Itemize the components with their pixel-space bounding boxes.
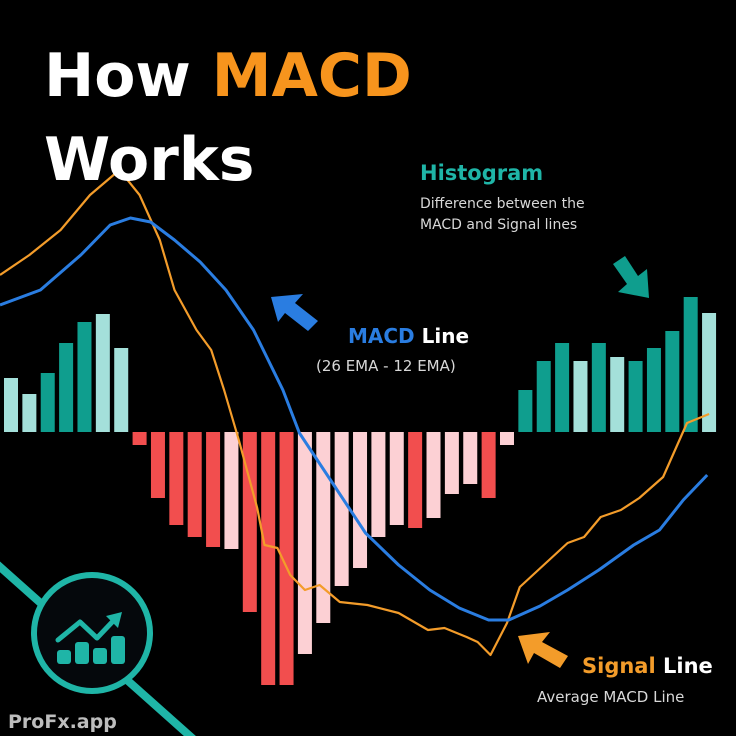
histogram-bar-positive bbox=[683, 297, 698, 432]
histogram-arrow-icon bbox=[613, 256, 649, 298]
growth-chart-icon bbox=[31, 572, 153, 694]
histogram-bar-negative bbox=[132, 432, 147, 445]
histogram-bar-negative bbox=[353, 432, 368, 568]
histogram-bar-negative bbox=[242, 432, 257, 612]
histogram-bar-negative bbox=[279, 432, 294, 685]
histogram-bar-negative bbox=[261, 432, 276, 685]
macd-formula: (26 EMA - 12 EMA) bbox=[316, 357, 456, 375]
title-accent: MACD bbox=[212, 41, 412, 111]
histogram-bar-positive bbox=[59, 343, 74, 432]
macd-line bbox=[0, 216, 709, 622]
histogram-bar-positive bbox=[628, 361, 643, 432]
histogram-bar-negative bbox=[426, 432, 441, 518]
macd-word: MACD bbox=[348, 324, 415, 348]
histogram-bar-negative bbox=[389, 432, 404, 525]
histogram-bar-negative bbox=[150, 432, 165, 498]
histogram-bar-positive bbox=[40, 373, 55, 432]
signal-arrow-icon bbox=[518, 632, 568, 668]
histogram-bar-negative bbox=[187, 432, 202, 537]
macd-arrow-icon bbox=[271, 294, 318, 331]
histogram-bar-negative bbox=[206, 432, 221, 547]
title-line-2: Works bbox=[44, 125, 254, 195]
histogram-bar-negative bbox=[481, 432, 496, 498]
histogram-bar-positive bbox=[22, 394, 37, 432]
histogram-bar-negative bbox=[169, 432, 184, 525]
histogram-bar-negative bbox=[334, 432, 349, 586]
histogram-bar-positive bbox=[114, 348, 129, 432]
histogram-bar-positive bbox=[555, 343, 570, 432]
histogram-bar-negative bbox=[316, 432, 331, 623]
histogram-bar-positive bbox=[646, 348, 661, 432]
histogram-bar-negative bbox=[371, 432, 386, 537]
signal-line-label: Signal Line bbox=[582, 654, 713, 678]
histogram-bars bbox=[4, 297, 717, 685]
histogram-desc-2: MACD and Signal lines bbox=[420, 217, 577, 233]
histogram-bar-positive bbox=[536, 361, 551, 432]
histogram-bar-positive bbox=[665, 331, 680, 432]
histogram-bar-positive bbox=[610, 357, 625, 432]
histogram-bar-negative bbox=[224, 432, 239, 549]
histogram-bar-negative bbox=[408, 432, 423, 528]
line-word: Line bbox=[656, 654, 713, 678]
histogram-bar-positive bbox=[573, 361, 588, 432]
chart-lines bbox=[0, 168, 710, 657]
signal-line bbox=[0, 168, 710, 657]
histogram-label: Histogram bbox=[420, 161, 543, 185]
histogram-bar-negative bbox=[444, 432, 459, 494]
signal-desc: Average MACD Line bbox=[537, 688, 684, 706]
signal-word: Signal bbox=[582, 654, 656, 678]
macd-line-label: MACD Line bbox=[348, 324, 469, 348]
brand-name: ProFx.app bbox=[8, 711, 117, 733]
histogram-bar-positive bbox=[95, 314, 110, 432]
page-title: How MACD bbox=[44, 41, 412, 111]
histogram-desc-1: Difference between the bbox=[420, 196, 585, 212]
histogram-bar-positive bbox=[77, 322, 92, 432]
title-part-1: How bbox=[44, 41, 212, 111]
histogram-bar-negative bbox=[463, 432, 478, 484]
histogram-bar-positive bbox=[4, 378, 18, 432]
histogram-bar-positive bbox=[702, 313, 717, 432]
line-word: Line bbox=[415, 324, 469, 348]
histogram-bar-positive bbox=[518, 390, 533, 432]
histogram-bar-negative bbox=[297, 432, 312, 654]
histogram-bar-negative bbox=[499, 432, 514, 445]
histogram-bar-positive bbox=[591, 343, 606, 432]
